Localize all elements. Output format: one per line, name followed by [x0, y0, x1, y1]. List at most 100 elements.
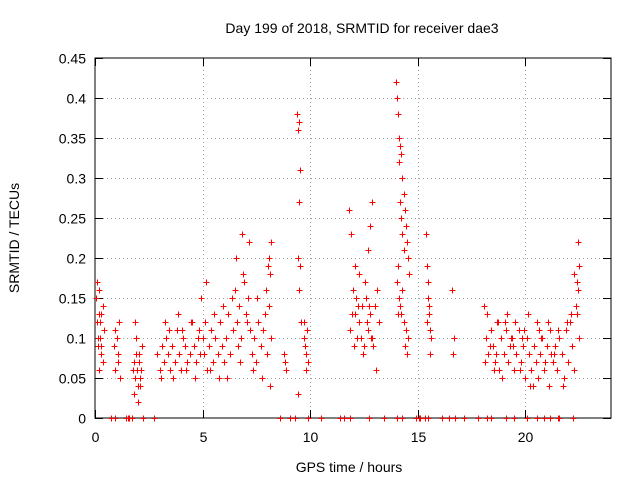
- data-point: [151, 415, 158, 422]
- data-point: [233, 255, 240, 262]
- data-point: [112, 367, 119, 374]
- data-point: [446, 415, 453, 422]
- data-point: [132, 319, 139, 326]
- data-point: [112, 415, 119, 422]
- x-tick-label: 0: [92, 429, 100, 445]
- data-point: [292, 415, 299, 422]
- data-point: [217, 319, 224, 326]
- data-point: [571, 271, 578, 278]
- x-tick-label: 20: [518, 429, 534, 445]
- data-point: [517, 367, 524, 374]
- data-point: [154, 351, 161, 358]
- data-point: [361, 343, 368, 350]
- data-point: [451, 335, 458, 342]
- data-point: [542, 359, 549, 366]
- data-point: [527, 383, 534, 390]
- data-point: [397, 143, 404, 150]
- data-point: [301, 335, 308, 342]
- data-point: [544, 343, 551, 350]
- data-point: [401, 191, 408, 198]
- data-point: [488, 327, 495, 334]
- data-point: [268, 335, 275, 342]
- data-point: [403, 223, 410, 230]
- data-point: [193, 359, 200, 366]
- data-point: [505, 359, 512, 366]
- x-axis-title: GPS time / hours: [296, 459, 403, 475]
- grid-lines: [95, 58, 611, 418]
- data-point: [425, 415, 432, 422]
- data-point: [423, 231, 430, 238]
- data-point: [550, 359, 557, 366]
- y-tick-label: 0.35: [59, 131, 86, 147]
- data-point: [449, 287, 456, 294]
- data-point: [208, 327, 215, 334]
- data-point: [512, 319, 519, 326]
- data-point: [196, 327, 203, 334]
- data-point: [365, 247, 372, 254]
- data-point: [394, 279, 401, 286]
- data-point: [98, 351, 105, 358]
- data-point: [263, 287, 270, 294]
- data-point: [137, 383, 144, 390]
- data-point: [165, 351, 172, 358]
- data-point: [369, 199, 376, 206]
- data-point: [356, 319, 363, 326]
- data-point: [521, 327, 528, 334]
- data-point: [139, 343, 146, 350]
- data-point: [295, 255, 302, 262]
- data-point: [511, 415, 518, 422]
- data-point: [95, 335, 102, 342]
- data-point: [162, 319, 169, 326]
- data-point: [159, 343, 166, 350]
- data-point: [519, 335, 526, 342]
- data-point: [492, 359, 499, 366]
- data-point: [267, 271, 274, 278]
- data-point: [397, 303, 404, 310]
- data-point: [376, 319, 383, 326]
- data-point: [402, 343, 409, 350]
- data-point: [249, 351, 256, 358]
- data-point: [117, 375, 124, 382]
- data-point: [133, 335, 140, 342]
- data-point: [366, 303, 373, 310]
- data-point: [163, 335, 170, 342]
- data-point: [167, 367, 174, 374]
- data-point: [526, 351, 533, 358]
- data-point: [404, 239, 411, 246]
- data-point: [192, 375, 199, 382]
- data-point: [556, 335, 563, 342]
- data-point: [367, 311, 374, 318]
- data-point: [406, 271, 413, 278]
- data-point: [259, 375, 266, 382]
- data-point: [488, 415, 495, 422]
- data-point: [491, 367, 498, 374]
- data-point: [244, 319, 251, 326]
- data-point: [396, 295, 403, 302]
- data-point: [172, 359, 179, 366]
- data-point: [246, 239, 253, 246]
- data-point: [258, 343, 265, 350]
- data-point: [508, 335, 515, 342]
- data-point: [161, 359, 168, 366]
- data-point: [564, 319, 571, 326]
- x-tick-label: 10: [303, 429, 319, 445]
- data-point: [239, 231, 246, 238]
- data-point: [187, 351, 194, 358]
- data-point: [485, 351, 492, 358]
- data-point: [367, 223, 374, 230]
- data-point: [405, 255, 412, 262]
- data-point: [136, 359, 143, 366]
- data-point: [182, 343, 189, 350]
- data-point: [350, 287, 357, 294]
- data-point: [352, 263, 359, 270]
- data-point: [535, 375, 542, 382]
- data-point: [482, 359, 489, 366]
- data-point: [219, 343, 226, 350]
- data-point: [93, 295, 100, 302]
- y-tick-label: 0: [78, 411, 86, 427]
- data-point: [534, 319, 541, 326]
- data-point: [426, 303, 433, 310]
- data-point: [254, 295, 261, 302]
- y-tick-label: 0.45: [59, 51, 86, 67]
- y-axis-title: SRMTID / TECUs: [6, 183, 22, 293]
